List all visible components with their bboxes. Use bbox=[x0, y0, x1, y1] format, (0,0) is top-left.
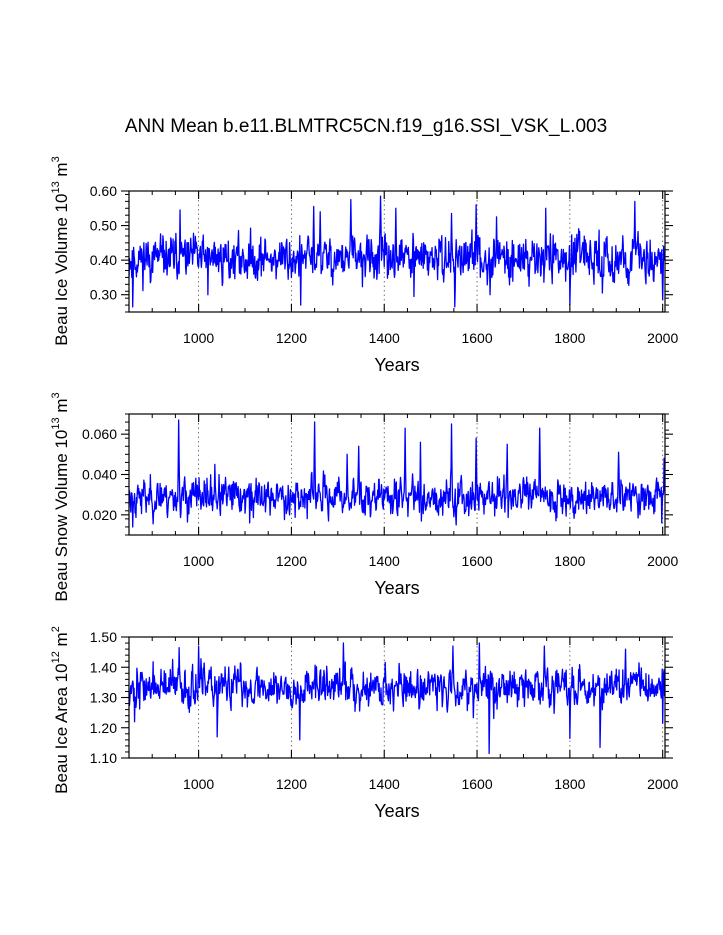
y-axis-label: Beau Ice Area 1012 m2 bbox=[50, 626, 71, 794]
y-tick-label: 0.60 bbox=[90, 183, 117, 199]
y-tick-label: 1.30 bbox=[90, 690, 117, 706]
y-tick-label: 1.10 bbox=[90, 750, 117, 766]
series-line-beau-snow-volume bbox=[129, 419, 665, 528]
y-tick-label: 0.060 bbox=[82, 426, 117, 442]
x-axis-label: Years bbox=[374, 801, 419, 821]
x-tick-label: 1200 bbox=[276, 553, 307, 569]
x-tick-label: 1800 bbox=[554, 330, 585, 346]
x-tick-label: 1600 bbox=[461, 553, 492, 569]
y-tick-label: 1.20 bbox=[90, 720, 117, 736]
y-axis-label: Beau Snow Volume 1013 m3 bbox=[50, 392, 71, 601]
x-tick-label: 1000 bbox=[183, 553, 214, 569]
x-tick-label: 1400 bbox=[369, 330, 400, 346]
y-tick-label: 1.50 bbox=[90, 629, 117, 645]
figure-title: ANN Mean b.e11.BLMTRC5CN.f19_g16.SSI_VSK… bbox=[125, 116, 607, 137]
y-tick-label: 0.020 bbox=[82, 507, 117, 523]
series-line-beau-ice-area bbox=[129, 642, 665, 755]
x-axis-label: Years bbox=[374, 578, 419, 598]
x-tick-label: 2000 bbox=[647, 553, 678, 569]
x-tick-label: 1200 bbox=[276, 330, 307, 346]
x-tick-label: 1400 bbox=[369, 553, 400, 569]
y-axis-label: Beau Ice Volume 1013 m3 bbox=[50, 156, 71, 345]
chart-panel-3: 1000 1200 1400 1600 1800 2000 1.10 1.20 1.30 1.40… bbox=[50, 626, 678, 821]
y-tick-label: 0.50 bbox=[90, 218, 117, 234]
chart-panel-1: 1000 1200 1400 1600 1800 2000 0.30 0.40 0.50 0.60… bbox=[50, 156, 678, 375]
series-line-beau-ice-volume bbox=[129, 195, 665, 308]
x-tick-label: 2000 bbox=[647, 776, 678, 792]
plot-frame bbox=[128, 636, 666, 759]
x-tick-label: 2000 bbox=[647, 330, 678, 346]
y-tick-label: 0.30 bbox=[90, 287, 117, 303]
x-tick-label: 1400 bbox=[369, 776, 400, 792]
plot-frame bbox=[128, 413, 666, 536]
x-tick-label: 1000 bbox=[183, 776, 214, 792]
x-tick-label: 1000 bbox=[183, 330, 214, 346]
x-tick-label: 1600 bbox=[461, 776, 492, 792]
x-tick-label: 1800 bbox=[554, 553, 585, 569]
x-tick-label: 1200 bbox=[276, 776, 307, 792]
y-tick-label: 1.40 bbox=[90, 659, 117, 675]
y-tick-label: 0.40 bbox=[90, 252, 117, 268]
y-tick-label: 0.040 bbox=[82, 467, 117, 483]
x-tick-label: 1600 bbox=[461, 330, 492, 346]
x-axis-label: Years bbox=[374, 355, 419, 375]
chart-panel-2: 1000 1200 1400 1600 1800 2000 0.020 0.040 0.060 Y… bbox=[50, 392, 678, 601]
plot-frame bbox=[128, 190, 666, 313]
x-tick-label: 1800 bbox=[554, 776, 585, 792]
chart-panels: 1000 1200 1400 1600 1800 2000 0.30 0.40 0.50 0.60… bbox=[50, 156, 678, 821]
